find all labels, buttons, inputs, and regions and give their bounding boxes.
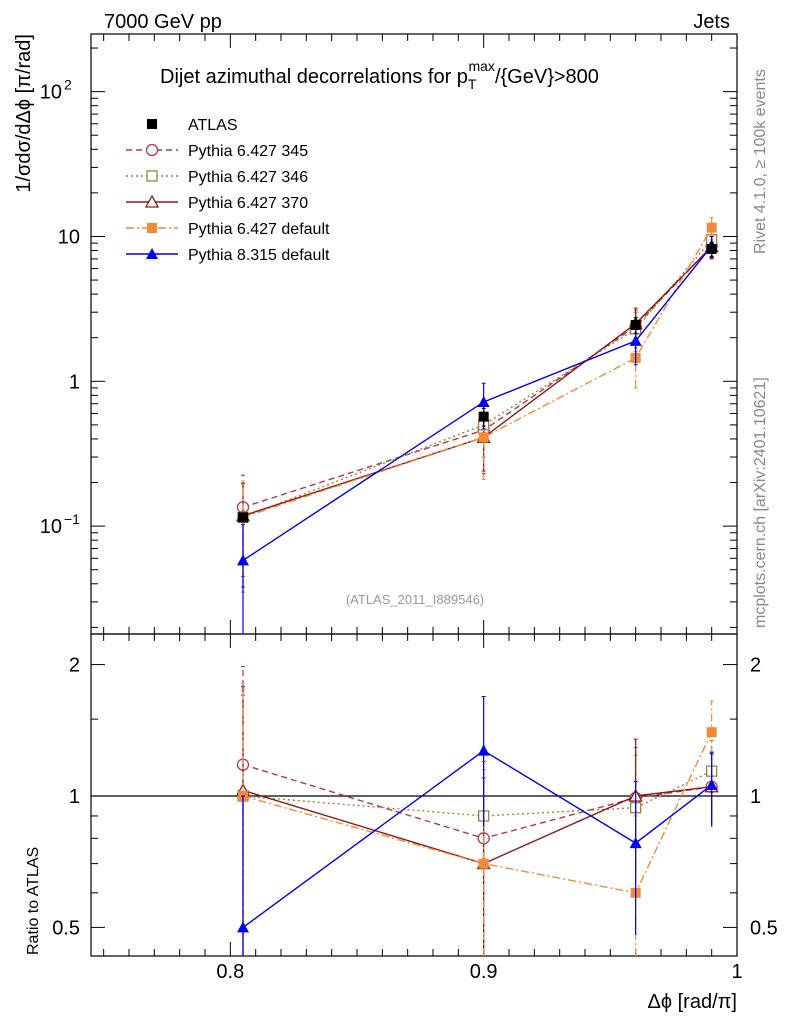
ratio-y-axis-label: Ratio to ATLAS <box>25 847 42 955</box>
ratio-line <box>242 731 713 894</box>
title-sup: max <box>468 58 494 74</box>
series-pythia-6-427-default <box>238 217 717 593</box>
legend-label: Pythia 8.315 default <box>188 247 330 264</box>
y-tick-label: 10 <box>40 82 62 104</box>
x-tick-label: 1 <box>731 961 742 983</box>
ratio-pythia-8-315-default <box>237 696 718 956</box>
data-point <box>706 222 717 233</box>
series-pythia-6-427-346 <box>237 229 718 593</box>
series-line <box>242 245 713 561</box>
ratio-tick-label: 1 <box>69 786 80 808</box>
ratio-line <box>242 763 712 840</box>
title-prefix: Dijet azimuthal decorrelations for p <box>160 66 468 88</box>
chart-title: Dijet azimuthal decorrelations for pTmax… <box>160 58 599 92</box>
ratio-line <box>242 786 712 865</box>
data-point <box>478 411 489 422</box>
data-point <box>478 432 489 443</box>
rivet-label: Rivet 4.1.0, ≥ 100k events <box>752 69 769 254</box>
legend-label: Pythia 6.427 345 <box>188 143 308 160</box>
header-right: Jets <box>693 11 730 33</box>
ratio-tick-label: 0.5 <box>52 917 80 939</box>
ratio-pythia-6-427-346 <box>237 694 718 956</box>
main-series <box>235 217 719 635</box>
legend-label: Pythia 6.427 346 <box>188 169 308 186</box>
series-line <box>242 245 713 508</box>
y-tick-exponent: −1 <box>64 511 80 527</box>
ratio-pythia-6-427-default <box>238 689 717 956</box>
legend-entry: Pythia 8.315 default <box>126 247 330 264</box>
data-point <box>630 319 641 330</box>
ratio-point <box>478 858 489 869</box>
ratio-point <box>477 744 490 756</box>
analysis-watermark: (ATLAS_2011_I889546) <box>346 592 484 607</box>
legend-label: ATLAS <box>188 117 238 134</box>
legend-label: Pythia 6.427 default <box>188 221 330 238</box>
legend: ATLAS Pythia 6.427 345 Pythia 6.427 346 Pyt… <box>126 117 330 264</box>
ratio-panel-frame <box>90 633 738 957</box>
data-point <box>706 243 717 254</box>
series-line <box>242 227 713 519</box>
ratio-point <box>706 727 717 738</box>
legend-entry: ATLAS <box>147 117 238 134</box>
legend-marker <box>146 170 158 182</box>
legend-marker <box>144 194 160 208</box>
data-point <box>238 512 248 523</box>
ratio-pythia-6-427-370 <box>235 686 719 956</box>
legend-entry: Pythia 6.427 370 <box>126 194 308 212</box>
ratio-line <box>242 749 713 928</box>
header-left: 7000 GeV pp <box>104 11 222 33</box>
ratio-series <box>235 665 719 956</box>
legend-marker <box>146 248 158 259</box>
x-tick-label: 0.8 <box>216 961 244 983</box>
y-tick-label: 10 <box>40 516 62 538</box>
legend-entry: Pythia 6.427 default <box>126 221 330 238</box>
data-point <box>477 395 490 407</box>
legend-marker <box>147 119 157 129</box>
series-pythia-8-315-default <box>237 235 718 635</box>
series-atlas <box>238 241 717 523</box>
x-axis-label: Δϕ [rad/π] <box>648 991 738 1013</box>
y-tick-label: 1 <box>69 371 80 393</box>
series-pythia-6-427-370 <box>235 235 719 588</box>
ratio-line <box>242 770 712 817</box>
ratio-point <box>237 921 249 933</box>
legend-entry: Pythia 6.427 345 <box>126 143 308 160</box>
series-line <box>242 239 713 519</box>
mcplots-label: mcplots.cern.ch [arXiv:2401.10621] <box>752 377 769 628</box>
x-tick-label: 0.9 <box>470 961 498 983</box>
legend-marker <box>145 143 159 157</box>
ratio-point <box>629 837 642 849</box>
legend-entry: Pythia 6.427 346 <box>126 169 308 186</box>
series-line <box>242 246 713 517</box>
title-sub: T <box>468 76 477 92</box>
ratio-tick-label-right: 1 <box>750 786 761 808</box>
ratio-tick-label-right: 2 <box>750 655 761 677</box>
legend-marker <box>147 223 157 233</box>
y-axis-label: 1/σdσ/dΔϕ [π/rad] <box>13 34 35 193</box>
ratio-tick-label-right: 0.5 <box>750 917 778 939</box>
y-tick-label: 10 <box>58 226 80 248</box>
ratio-tick-label: 2 <box>69 655 80 677</box>
data-point <box>629 334 642 346</box>
ratio-point <box>705 778 718 790</box>
y-tick-exponent: 2 <box>64 77 72 93</box>
title-suffix: /{GeV}>800 <box>495 66 599 88</box>
data-point <box>237 554 249 566</box>
legend-label: Pythia 6.427 370 <box>188 195 308 212</box>
